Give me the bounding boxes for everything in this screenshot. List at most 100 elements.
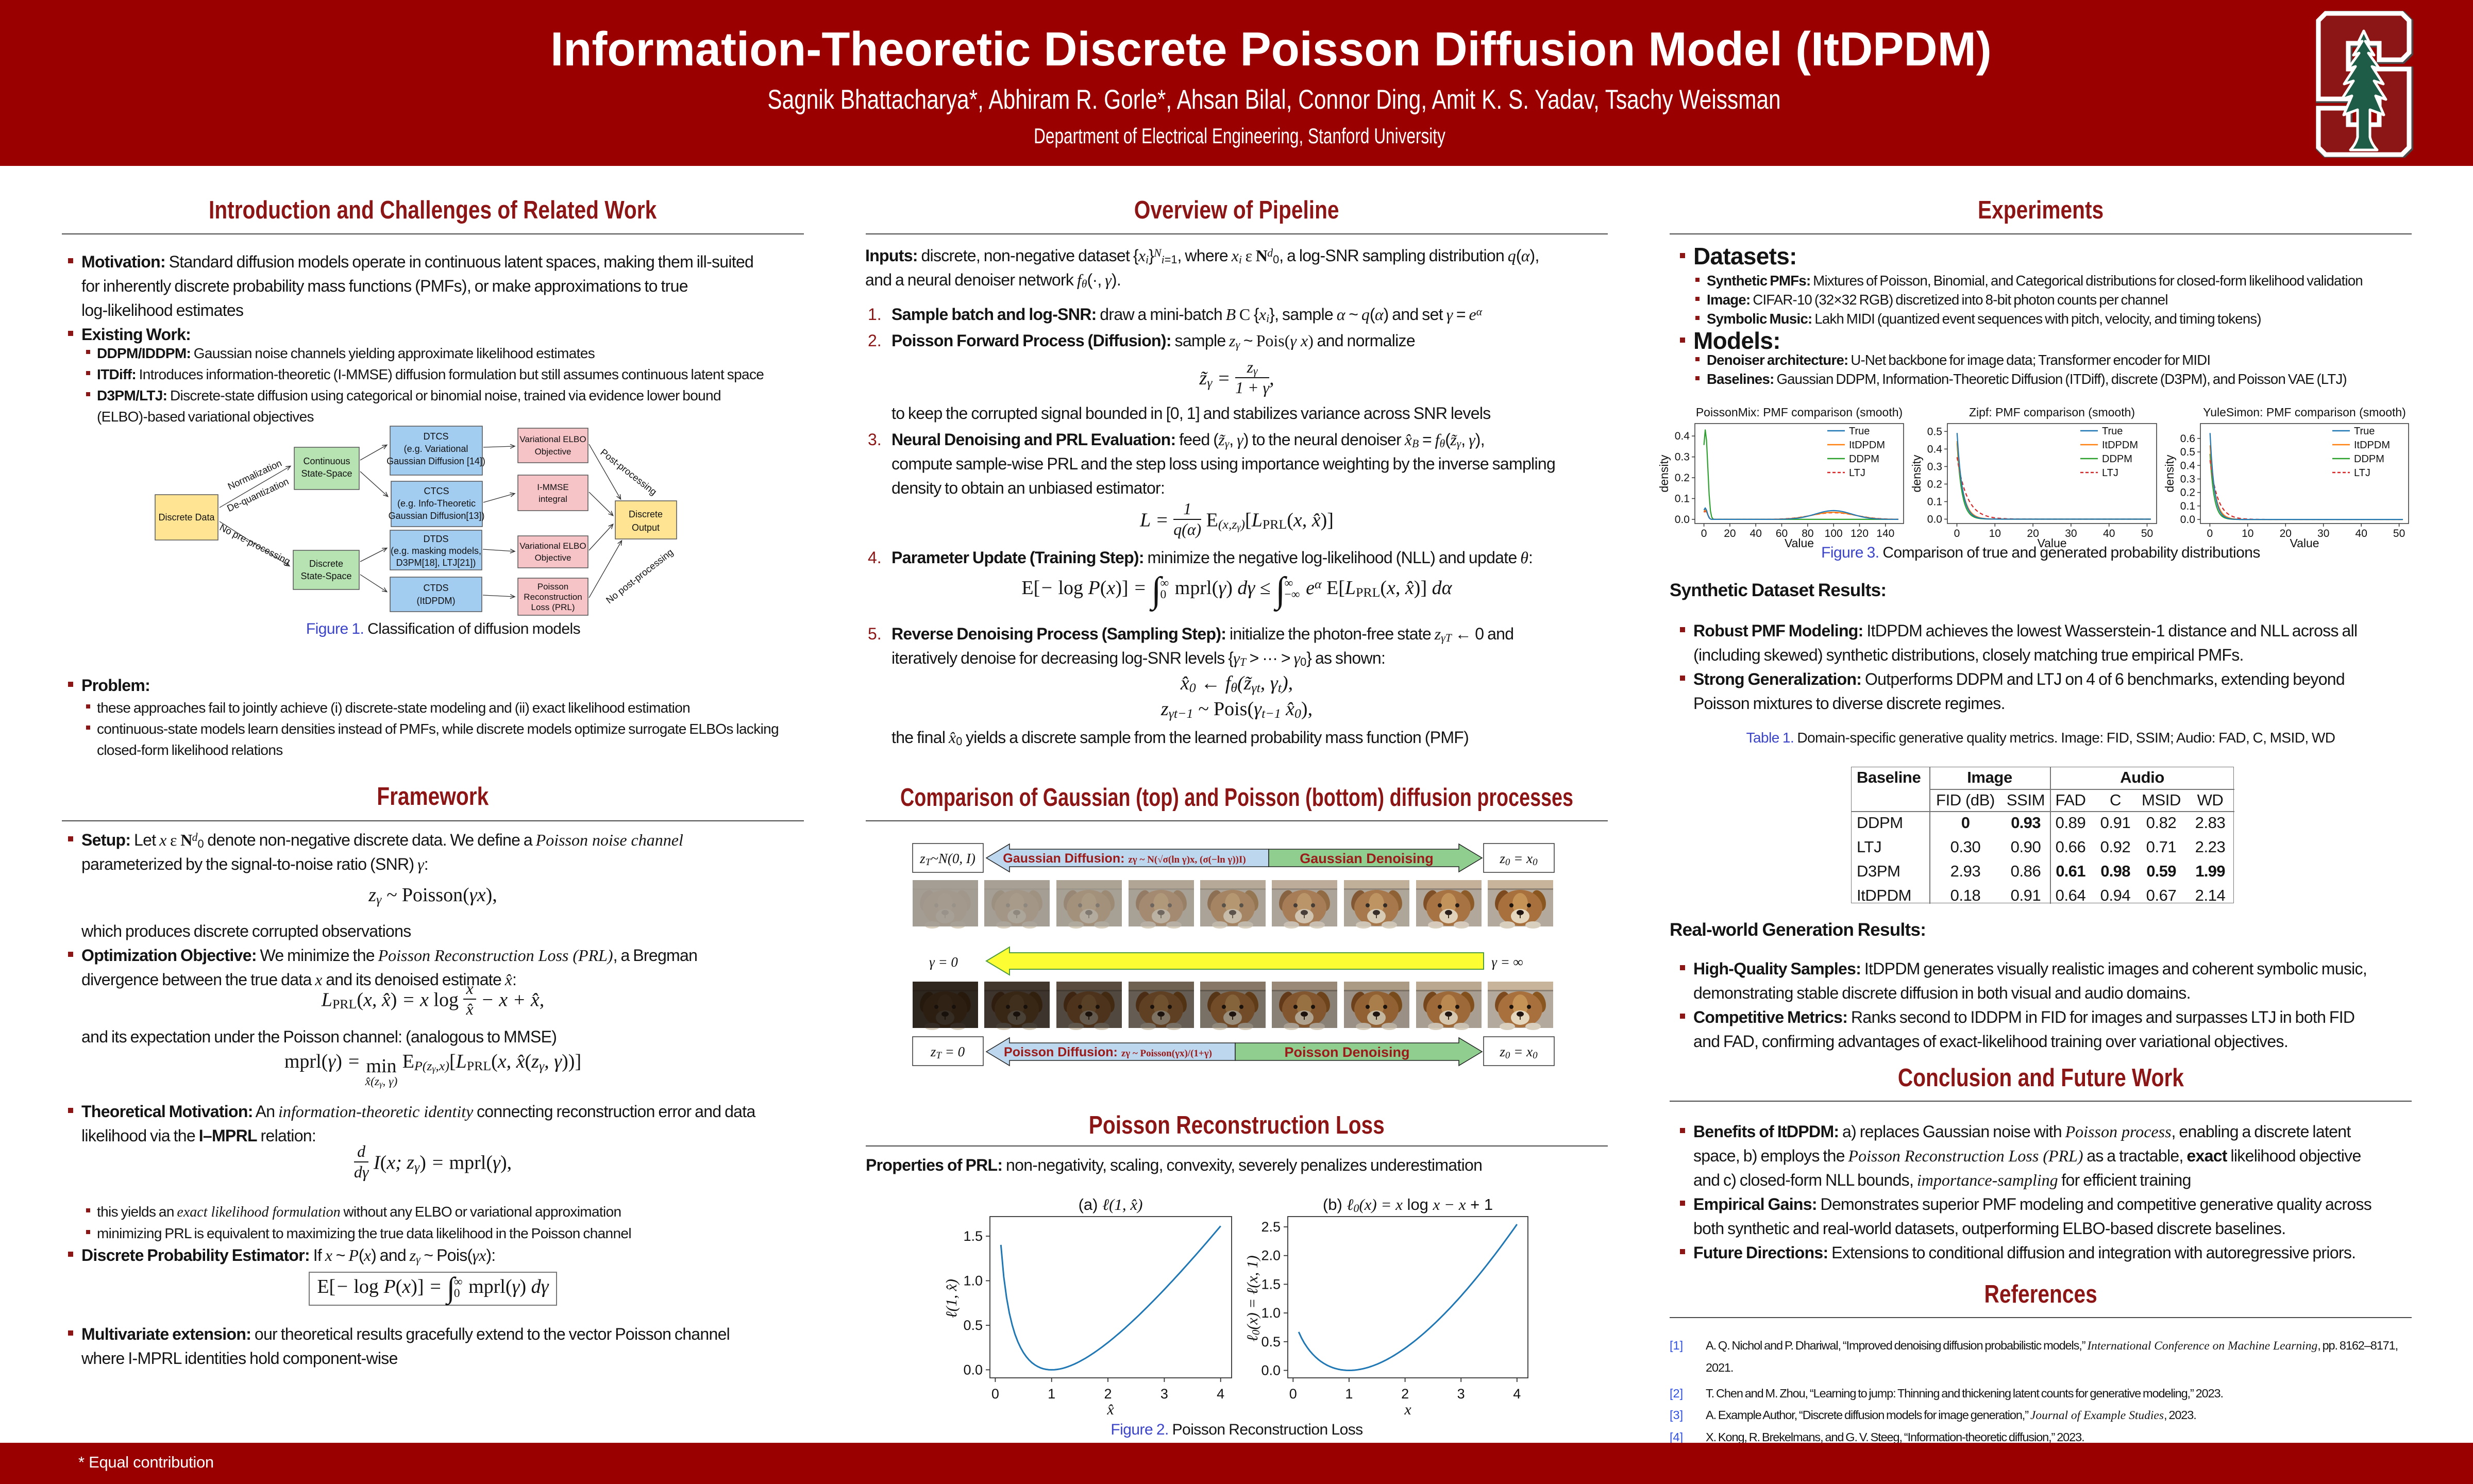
svg-text:Variational ELBO: Variational ELBO	[519, 434, 586, 444]
svg-text:Continuous: Continuous	[303, 456, 350, 466]
svg-text:ℓ0(x) = ℓ(x, 1): ℓ0(x) = ℓ(x, 1)	[1244, 1255, 1262, 1341]
svg-text:0: 0	[2207, 528, 2213, 539]
svg-text:1.0: 1.0	[1261, 1305, 1281, 1321]
svg-text:0: 0	[1954, 528, 1960, 539]
svg-text:0.3: 0.3	[1675, 451, 1690, 463]
svg-text:Value: Value	[1785, 536, 1814, 550]
svg-text:80: 80	[1802, 528, 1813, 539]
svg-text:z0 = x0: z0 = x0	[1499, 1044, 1538, 1061]
svg-text:0.5: 0.5	[1927, 426, 1942, 437]
svg-text:0.6: 0.6	[2180, 433, 2195, 445]
svg-text:1: 1	[1345, 1386, 1353, 1402]
svg-text:DDPM: DDPM	[2102, 453, 2132, 465]
svg-text:20: 20	[1724, 528, 1736, 539]
svg-text:LTJ: LTJ	[1849, 467, 1865, 479]
svg-text:True: True	[2354, 426, 2375, 437]
svg-text:100: 100	[1825, 528, 1843, 539]
svg-text:2: 2	[1401, 1386, 1409, 1402]
svg-text:30: 30	[2065, 528, 2077, 539]
svg-text:State-Space: State-Space	[300, 571, 351, 581]
svg-text:True: True	[1849, 426, 1870, 437]
svg-text:I-MMSE: I-MMSE	[537, 482, 568, 492]
svg-text:0.2: 0.2	[1675, 472, 1690, 484]
svg-text:2.0: 2.0	[1261, 1248, 1281, 1263]
svg-text:60: 60	[1776, 528, 1788, 539]
svg-text:DDPM: DDPM	[1849, 453, 1879, 465]
svg-text:density: density	[1657, 454, 1671, 492]
svg-text:Objective: Objective	[535, 553, 571, 563]
svg-text:ItDPDM: ItDPDM	[2102, 440, 2138, 451]
svg-text:10: 10	[2242, 528, 2253, 539]
svg-text:Poisson: Poisson	[537, 582, 568, 592]
svg-text:Discrete Data: Discrete Data	[158, 512, 215, 522]
svg-text:CTCS: CTCS	[424, 486, 449, 496]
svg-text:0.0: 0.0	[1261, 1363, 1281, 1378]
svg-text:0.5: 0.5	[963, 1318, 983, 1333]
svg-text:Gaussian Diffusion [14]): Gaussian Diffusion [14])	[386, 456, 485, 466]
svg-text:integral: integral	[539, 494, 567, 504]
svg-text:(ItDPDM): (ItDPDM)	[417, 596, 456, 606]
svg-text:Output: Output	[632, 522, 660, 533]
svg-text:30: 30	[2317, 528, 2329, 539]
svg-text:γ = 0: γ = 0	[929, 954, 958, 970]
svg-text:140: 140	[1876, 528, 1894, 539]
svg-text:0.2: 0.2	[2180, 487, 2195, 499]
svg-text:Discrete: Discrete	[309, 559, 343, 569]
svg-text:0: 0	[991, 1386, 999, 1402]
svg-text:density: density	[1910, 454, 1923, 492]
svg-text:50: 50	[2141, 528, 2153, 539]
svg-text:z0 = x0: z0 = x0	[1499, 851, 1538, 868]
svg-text:0.5: 0.5	[1261, 1334, 1281, 1350]
svg-text:0: 0	[1289, 1386, 1297, 1402]
svg-text:10: 10	[1989, 528, 2001, 539]
svg-text:1.0: 1.0	[963, 1273, 983, 1289]
svg-text:0.3: 0.3	[1927, 461, 1942, 473]
svg-text:20: 20	[2280, 528, 2292, 539]
svg-text:40: 40	[2103, 528, 2115, 539]
svg-text:(e.g. masking models,: (e.g. masking models,	[391, 546, 481, 556]
svg-text:Variational ELBO: Variational ELBO	[519, 541, 586, 551]
svg-text:0.1: 0.1	[1927, 496, 1942, 508]
svg-text:0.1: 0.1	[1675, 493, 1690, 505]
svg-text:40: 40	[2356, 528, 2367, 539]
svg-text:2: 2	[1104, 1386, 1112, 1402]
svg-text:Reconstruction: Reconstruction	[524, 592, 582, 602]
svg-text:x: x	[1404, 1401, 1411, 1417]
svg-text:0.0: 0.0	[1927, 514, 1942, 526]
svg-text:CTDS: CTDS	[424, 583, 449, 593]
svg-text:0.3: 0.3	[2180, 474, 2195, 485]
svg-text:ℓ(1, x̂): ℓ(1, x̂)	[943, 1279, 960, 1318]
svg-text:0.4: 0.4	[1675, 430, 1690, 442]
svg-text:ItDPDM: ItDPDM	[2354, 440, 2390, 451]
svg-text:0.2: 0.2	[1927, 478, 1942, 490]
svg-text:(e.g. Variational: (e.g. Variational	[404, 444, 468, 454]
svg-text:40: 40	[1750, 528, 1762, 539]
svg-text:True: True	[2102, 426, 2123, 437]
svg-text:DTCS: DTCS	[424, 431, 449, 442]
svg-text:Zipf: PMF comparison (smooth): Zipf: PMF comparison (smooth)	[1969, 406, 2135, 419]
svg-text:0.0: 0.0	[2180, 514, 2195, 526]
svg-text:0.5: 0.5	[2180, 446, 2195, 458]
svg-text:1: 1	[1048, 1386, 1055, 1402]
svg-text:3: 3	[1457, 1386, 1465, 1402]
svg-text:1.5: 1.5	[963, 1228, 983, 1244]
svg-text:YuleSimon: PMF comparison (smo: YuleSimon: PMF comparison (smooth)	[2203, 406, 2406, 419]
svg-text:(b) ℓ0(x) = x log x − x + 1: (b) ℓ0(x) = x log x − x + 1	[1323, 1195, 1493, 1215]
svg-text:ItDPDM: ItDPDM	[1849, 440, 1885, 451]
svg-text:50: 50	[2393, 528, 2405, 539]
svg-text:20: 20	[2027, 528, 2039, 539]
svg-text:Objective: Objective	[535, 447, 571, 457]
svg-text:(e.g. Info-Theoretic: (e.g. Info-Theoretic	[397, 498, 476, 509]
svg-text:3: 3	[1160, 1386, 1168, 1402]
svg-text:Gaussian Denoising: Gaussian Denoising	[1300, 851, 1434, 866]
svg-text:0.4: 0.4	[1927, 443, 1943, 455]
svg-text:D3PM[18], LTJ[21]): D3PM[18], LTJ[21])	[396, 558, 476, 568]
svg-text:Poisson Denoising: Poisson Denoising	[1284, 1044, 1409, 1060]
svg-text:LTJ: LTJ	[2102, 467, 2118, 479]
svg-text:Loss (PRL): Loss (PRL)	[531, 602, 575, 612]
svg-text:0.0: 0.0	[1675, 514, 1690, 526]
svg-text:DDPM: DDPM	[2354, 453, 2384, 465]
svg-text:120: 120	[1850, 528, 1869, 539]
svg-text:No post-processing: No post-processing	[604, 547, 676, 606]
svg-text:No pre-processing: No pre-processing	[218, 522, 292, 567]
